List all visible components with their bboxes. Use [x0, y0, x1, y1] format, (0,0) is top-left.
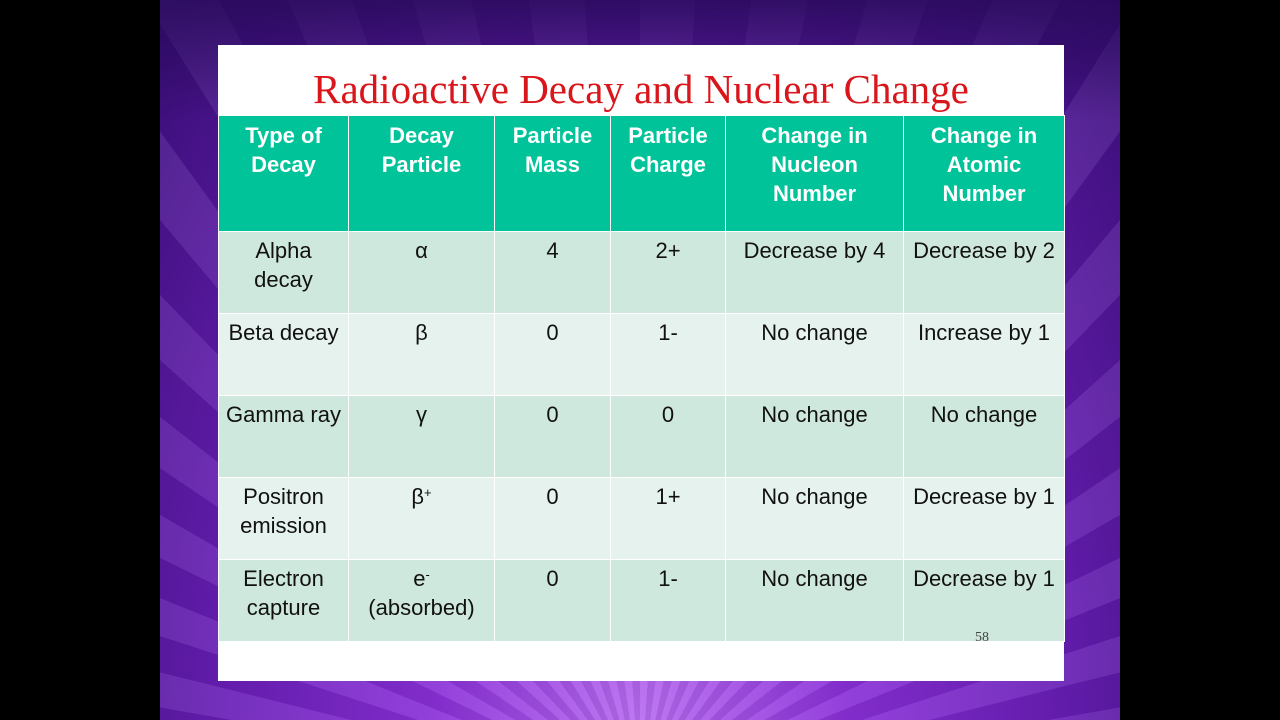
header-particle-mass: Particle Mass — [494, 115, 611, 232]
cell-charge: 1- — [610, 559, 726, 642]
table-row: Positron emission β+ 0 1+ No change Decr… — [218, 477, 1065, 560]
particle-symbol: α — [415, 238, 428, 263]
header-change-atomic-number: Change in Atomic Number — [903, 115, 1065, 232]
cell-type: Electron capture — [218, 559, 349, 642]
particle-symbol: e — [413, 566, 426, 591]
page-number: 58 — [975, 630, 989, 645]
cell-charge: 1- — [610, 313, 726, 396]
cell-charge: 1+ — [610, 477, 726, 560]
particle-symbol: β — [411, 484, 425, 509]
particle-superscript: + — [424, 485, 432, 500]
decay-table: Type of Decay Decay Particle Particle Ma… — [218, 115, 1065, 642]
cell-type: Positron emission — [218, 477, 349, 560]
table-header-row: Type of Decay Decay Particle Particle Ma… — [218, 115, 1065, 232]
table-row: Gamma ray γ 0 0 No change No change — [218, 395, 1065, 478]
cell-charge: 0 — [610, 395, 726, 478]
cell-nucleon-change: Decrease by 4 — [725, 231, 904, 314]
header-particle-charge: Particle Charge — [610, 115, 726, 232]
slide-panel: Radioactive Decay and Nuclear Change Typ… — [218, 45, 1065, 681]
cell-atomic-change: Increase by 1 — [903, 313, 1065, 396]
particle-superscript: - — [425, 567, 430, 582]
cell-atomic-change: Decrease by 1 — [903, 559, 1065, 642]
header-type-of-decay: Type of Decay — [218, 115, 349, 232]
table-row: Alpha decay α 4 2+ Decrease by 4 Decreas… — [218, 231, 1065, 314]
cell-atomic-change: Decrease by 2 — [903, 231, 1065, 314]
table-row: Electron capture e- (absorbed) 0 1- No ch… — [218, 559, 1065, 642]
header-decay-particle: Decay Particle — [348, 115, 495, 232]
cell-atomic-change: No change — [903, 395, 1065, 478]
table-row: Beta decay β 0 1- No change Increase by … — [218, 313, 1065, 396]
cell-nucleon-change: No change — [725, 395, 904, 478]
cell-type: Alpha decay — [218, 231, 349, 314]
cell-mass: 0 — [494, 313, 611, 396]
cell-particle: β+ — [348, 477, 495, 560]
cell-type: Beta decay — [218, 313, 349, 396]
cell-charge: 2+ — [610, 231, 726, 314]
particle-note: (absorbed) — [368, 595, 475, 620]
cell-mass: 0 — [494, 477, 611, 560]
cell-atomic-change: Decrease by 1 — [903, 477, 1065, 560]
cell-type: Gamma ray — [218, 395, 349, 478]
particle-symbol: β — [415, 320, 428, 345]
cell-particle: γ — [348, 395, 495, 478]
cell-particle: α — [348, 231, 495, 314]
particle-symbol: γ — [416, 402, 427, 427]
slide-title: Radioactive Decay and Nuclear Change — [313, 66, 969, 112]
cell-nucleon-change: No change — [725, 313, 904, 396]
cell-nucleon-change: No change — [725, 559, 904, 642]
cell-particle: β — [348, 313, 495, 396]
cell-mass: 0 — [494, 395, 611, 478]
cell-nucleon-change: No change — [725, 477, 904, 560]
header-change-nucleon-number: Change in Nucleon Number — [725, 115, 904, 232]
cell-particle: e- (absorbed) — [348, 559, 495, 642]
cell-mass: 0 — [494, 559, 611, 642]
cell-mass: 4 — [494, 231, 611, 314]
